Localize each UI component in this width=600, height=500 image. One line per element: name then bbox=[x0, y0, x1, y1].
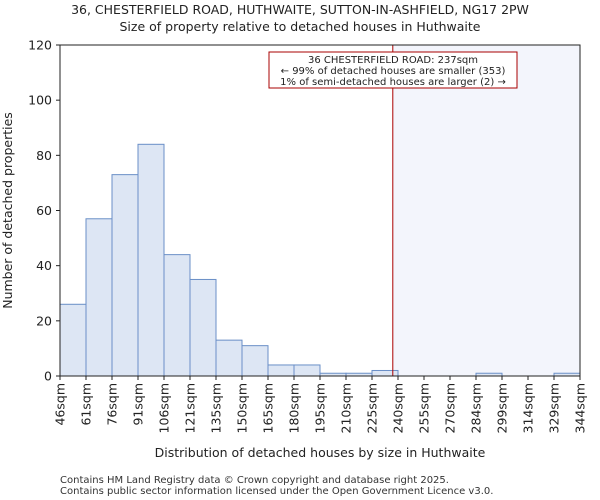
x-tick-label: 121sqm bbox=[183, 383, 198, 433]
bar-121sqm bbox=[189, 278, 217, 377]
x-tick-label: 314sqm bbox=[521, 383, 536, 433]
x-tick-label: 61sqm bbox=[79, 383, 94, 426]
y-ticks: 0 20 40 60 80 100 120 bbox=[28, 38, 60, 384]
x-tick-label: 195sqm bbox=[313, 383, 328, 433]
x-tick-label: 76sqm bbox=[105, 383, 120, 426]
x-tick-label: 165sqm bbox=[261, 383, 276, 433]
x-tick-label: 91sqm bbox=[131, 383, 146, 426]
x-ticks: 46sqm 61sqm 76sqm 91sqm 106sqm 121sqm 135sqm 15… bbox=[53, 376, 588, 433]
x-tick-label: 180sqm bbox=[287, 383, 302, 433]
x-tick-label: 284sqm bbox=[469, 383, 484, 433]
bar-91sqm bbox=[137, 143, 165, 377]
x-tick-label: 255sqm bbox=[417, 383, 432, 433]
bar-150sqm bbox=[241, 345, 269, 377]
y-axis-label: Number of detached properties bbox=[0, 112, 15, 309]
x-tick-label: 329sqm bbox=[547, 383, 562, 433]
y-tick-label: 40 bbox=[36, 258, 52, 273]
x-tick-label: 46sqm bbox=[53, 383, 68, 426]
bar-61sqm bbox=[85, 218, 113, 377]
bar-106sqm bbox=[163, 254, 191, 377]
bar-225sqm bbox=[371, 369, 399, 377]
x-axis-label: Distribution of detached houses by size … bbox=[155, 445, 486, 460]
highlight-region bbox=[392, 45, 580, 376]
x-tick-label: 240sqm bbox=[391, 383, 406, 433]
x-tick-label: 344sqm bbox=[573, 383, 588, 433]
x-tick-label: 270sqm bbox=[443, 383, 458, 433]
bar-180sqm bbox=[293, 364, 321, 377]
chart-subtitle: Size of property relative to detached ho… bbox=[119, 19, 480, 34]
y-tick-label: 80 bbox=[36, 148, 52, 163]
bar-135sqm bbox=[215, 339, 243, 377]
footer-line-1: Contains HM Land Registry data © Crown c… bbox=[60, 475, 449, 486]
y-tick-label: 0 bbox=[44, 369, 52, 384]
bar-76sqm bbox=[111, 174, 139, 377]
x-tick-label: 150sqm bbox=[235, 383, 250, 433]
x-tick-label: 135sqm bbox=[209, 383, 224, 433]
x-tick-label: 210sqm bbox=[339, 383, 354, 433]
annotation-box bbox=[268, 51, 518, 89]
x-tick-label: 299sqm bbox=[495, 383, 510, 433]
bar-46sqm bbox=[59, 303, 87, 377]
y-tick-label: 20 bbox=[36, 313, 52, 328]
annotation-line-2: ← 99% of detached houses are smaller (35… bbox=[281, 66, 506, 77]
x-tick-label: 106sqm bbox=[157, 383, 172, 433]
plot-frame bbox=[59, 44, 581, 377]
bars-group bbox=[59, 143, 581, 377]
annotation-line-1: 36 CHESTERFIELD ROAD: 237sqm bbox=[308, 55, 478, 66]
footer-line-2: Contains public sector information licen… bbox=[60, 486, 493, 497]
chart-title: 36, CHESTERFIELD ROAD, HUTHWAITE, SUTTON… bbox=[71, 2, 529, 17]
x-tick-label: 225sqm bbox=[365, 383, 380, 433]
y-tick-label: 100 bbox=[28, 93, 52, 108]
bar-165sqm bbox=[267, 364, 295, 377]
y-tick-label: 120 bbox=[28, 38, 52, 53]
annotation-line-3: 1% of semi-detached houses are larger (2… bbox=[280, 77, 506, 88]
y-tick-label: 60 bbox=[36, 203, 52, 218]
